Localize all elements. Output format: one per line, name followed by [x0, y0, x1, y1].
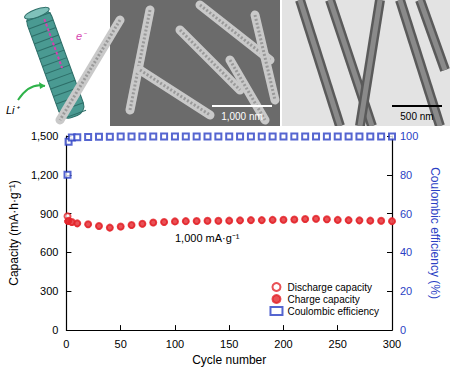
svg-text:150: 150: [220, 338, 238, 350]
svg-text:250: 250: [329, 338, 347, 350]
svg-text:300: 300: [383, 338, 401, 350]
svg-text:80: 80: [400, 169, 412, 181]
svg-text:60: 60: [400, 208, 412, 220]
svg-text:600: 600: [40, 246, 58, 258]
svg-text:Cycle number: Cycle number: [192, 353, 266, 367]
svg-text:Coulombic efficiency (%): Coulombic efficiency (%): [428, 167, 442, 299]
svg-text:Li⁺: Li⁺: [6, 104, 21, 116]
svg-text:1,000 mA·g⁻¹: 1,000 mA·g⁻¹: [175, 232, 240, 244]
svg-text:Capacity (mA·h·g⁻¹): Capacity (mA·h·g⁻¹): [7, 180, 21, 285]
svg-text:Charge capacity: Charge capacity: [287, 294, 359, 305]
svg-text:900: 900: [40, 208, 58, 220]
svg-text:0: 0: [400, 324, 406, 336]
svg-text:1,500: 1,500: [31, 130, 59, 142]
svg-text:500 nm: 500 nm: [400, 111, 433, 122]
svg-text:0: 0: [52, 324, 58, 336]
svg-text:40: 40: [400, 246, 412, 258]
svg-text:1,200: 1,200: [31, 169, 59, 181]
svg-text:1,000 nm: 1,000 nm: [221, 111, 263, 122]
svg-text:200: 200: [274, 338, 292, 350]
svg-text:Coulombic efficiency: Coulombic efficiency: [287, 306, 379, 317]
svg-text:100: 100: [166, 338, 184, 350]
svg-text:Discharge capacity: Discharge capacity: [287, 282, 371, 293]
svg-text:20: 20: [400, 285, 412, 297]
svg-text:300: 300: [40, 285, 58, 297]
svg-text:0: 0: [63, 338, 69, 350]
svg-text:100: 100: [400, 130, 418, 142]
svg-text:e⁻: e⁻: [76, 30, 88, 42]
svg-text:50: 50: [115, 338, 127, 350]
